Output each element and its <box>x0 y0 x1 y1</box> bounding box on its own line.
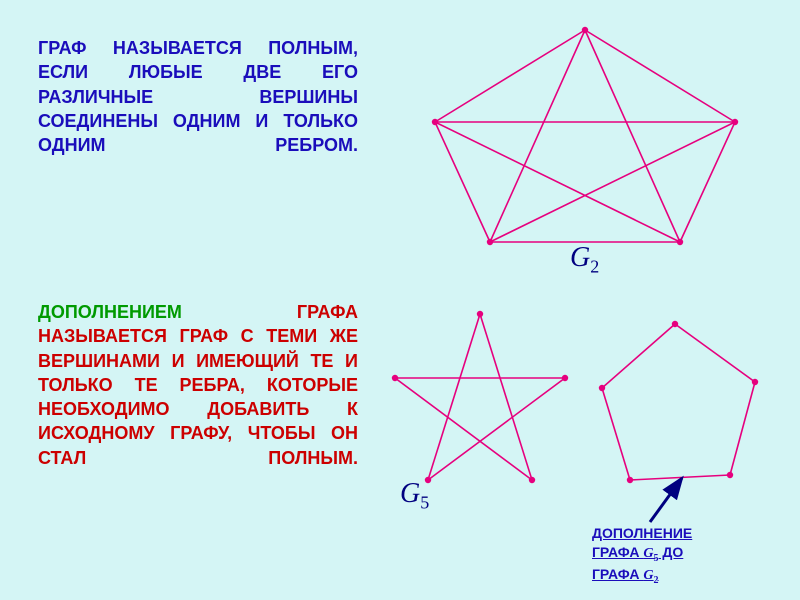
diagram-complete-k5 <box>410 12 760 262</box>
label-sub: 2 <box>590 257 599 277</box>
graph-svg <box>590 310 770 490</box>
caption-line: ДО <box>659 544 684 560</box>
caption-line: ДОПОЛНЕНИЕ <box>592 525 692 541</box>
term-complement: ДОПОЛНЕНИЕМ <box>38 302 182 322</box>
diagram-pentagram-g5 <box>380 300 580 500</box>
label-letter: G <box>400 478 420 509</box>
label-sub: 5 <box>420 493 429 513</box>
label-g2: G2 <box>570 242 599 278</box>
arrow-to-complement <box>640 470 700 530</box>
diagram-cycle-complement <box>590 310 770 490</box>
caption-complement: ДОПОЛНЕНИЕ ГРАФА G5 ДО ГРАФА G2 <box>592 524 792 587</box>
caption-line: ГРАФА <box>592 544 643 560</box>
term-complete: ПОЛНЫМ <box>268 38 353 58</box>
text: ГРАФ НАЗЫВАЕТСЯ <box>38 38 268 58</box>
caption-line: ГРАФА <box>592 566 643 582</box>
label-g5: G5 <box>400 478 429 514</box>
text: ГРАФА НАЗЫВАЕТСЯ ГРАФ С ТЕМИ ЖЕ ВЕРШИНАМ… <box>38 302 358 468</box>
label-inline-g5: G5 <box>643 546 658 561</box>
label-letter: G <box>570 242 590 273</box>
label-inline-g2: G2 <box>643 568 658 583</box>
arrow-svg <box>640 470 700 530</box>
graph-svg <box>410 12 760 262</box>
graph-svg <box>380 300 580 500</box>
definition-complete-graph: ГРАФ НАЗЫВАЕТСЯ ПОЛНЫМ, ЕСЛИ ЛЮБЫЕ ДВЕ Е… <box>38 36 358 157</box>
definition-complement-graph: ДОПОЛНЕНИЕМ ГРАФА НАЗЫВАЕТСЯ ГРАФ С ТЕМИ… <box>38 300 358 470</box>
